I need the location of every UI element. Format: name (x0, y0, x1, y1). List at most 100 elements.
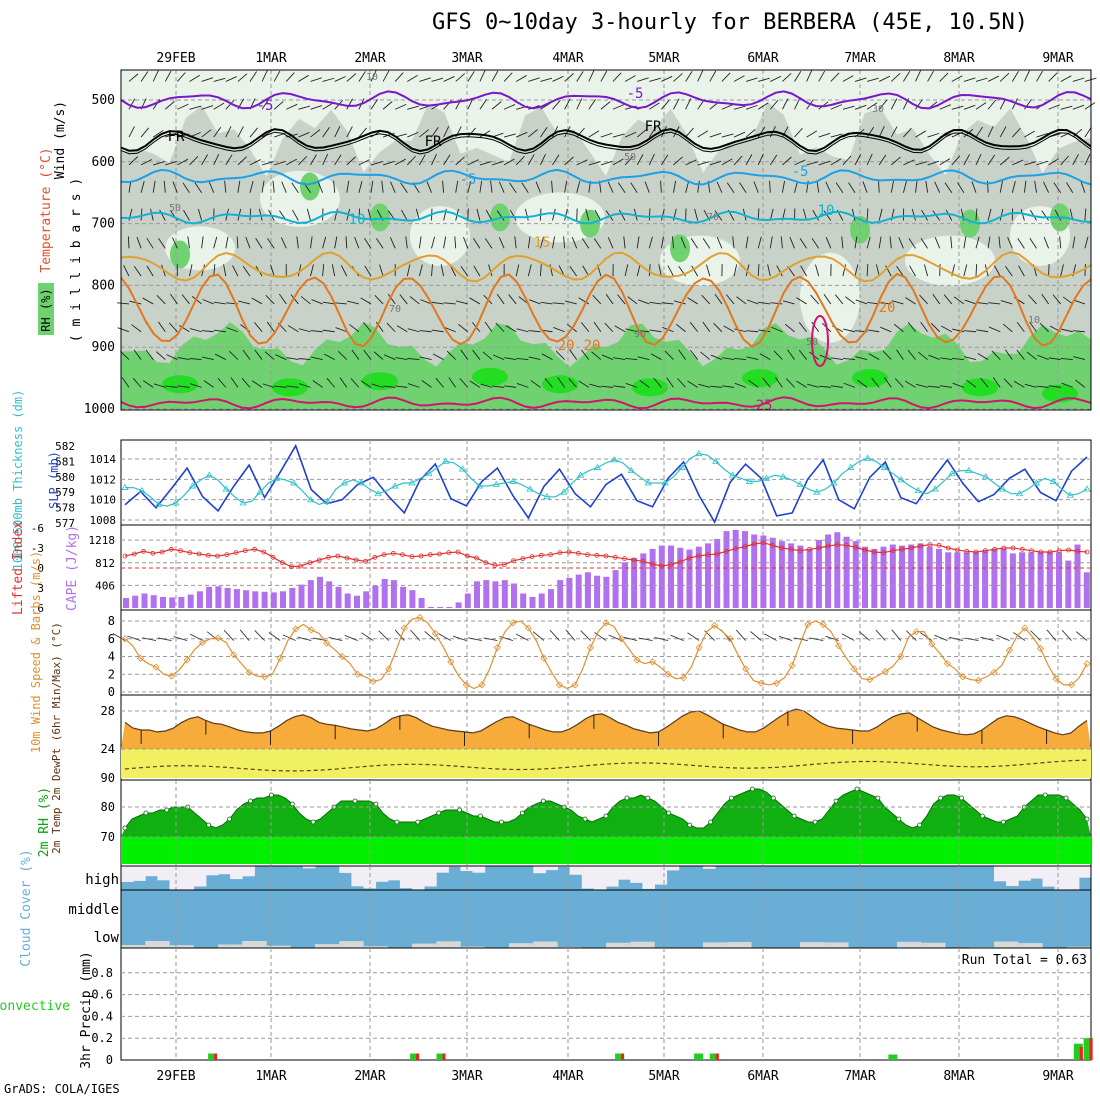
date-label-top: 7MAR (844, 51, 875, 66)
wind-barb (649, 329, 662, 333)
wind-barb (358, 159, 370, 166)
date-label-top: 8MAR (943, 51, 974, 66)
wind-barb (290, 294, 299, 305)
date-label-bottom: 3MAR (451, 1069, 482, 1084)
wind-barb (528, 330, 541, 333)
wind-barb (733, 264, 738, 277)
cloud-low-bar (897, 941, 922, 948)
wind-barb (745, 104, 758, 110)
rh-2m-point (833, 798, 839, 804)
wind-barb (1011, 180, 1016, 193)
wind-barb (789, 237, 795, 249)
wind-barb (1084, 102, 1096, 110)
cape-bar (427, 606, 434, 608)
wind-barb (1060, 328, 1073, 333)
wind-barb (716, 181, 723, 193)
wind-barb (251, 297, 263, 305)
wind-barb (165, 132, 177, 138)
wind-barb-10m (580, 630, 591, 641)
wind-barb (123, 265, 130, 277)
wind-barb (794, 180, 799, 193)
rh-contour-label: 10 (366, 72, 378, 83)
wind-barb (812, 209, 820, 221)
wind-barb (702, 321, 711, 333)
wind-barb (1084, 264, 1086, 277)
wind-barb (261, 99, 270, 110)
wind-barb (757, 236, 762, 249)
cloud-high-gap (387, 866, 401, 881)
slp-tick-label: 1010 (90, 494, 117, 507)
wind-barb (721, 72, 731, 82)
wind-barb (1080, 181, 1086, 193)
wind-barb-10m (173, 636, 188, 641)
wind-barb (194, 182, 202, 193)
wind-barb (418, 236, 422, 249)
wind-barb (458, 324, 469, 333)
wind-barb (431, 264, 433, 277)
wind-speed-point (121, 635, 129, 643)
cloud-low-bar (169, 945, 194, 948)
wind-barb (636, 264, 641, 277)
thickness-point (1032, 479, 1041, 486)
rh-2m-tick-label: 80 (101, 800, 115, 814)
wind-barb (374, 294, 384, 305)
wind-barb (213, 301, 226, 305)
wind-barb (842, 264, 847, 277)
thickness-point (340, 479, 349, 486)
wind-barb (1059, 236, 1062, 249)
wind-speed-point (1083, 660, 1091, 668)
wind-barb (552, 208, 556, 221)
lifted-index-point (205, 552, 211, 558)
cape-bar (474, 581, 480, 608)
wind-barb (201, 236, 204, 249)
wind-barb (117, 302, 130, 305)
wind-barb (650, 353, 662, 360)
thickness-point (695, 449, 703, 457)
cloud-high-gap (593, 866, 607, 890)
date-label-bottom: 1MAR (255, 1069, 286, 1084)
run-total-label: Run Total = 0.63 (962, 953, 1087, 968)
wind-barb (1037, 354, 1049, 360)
wind-barb-10m (809, 637, 824, 641)
cape-bar (631, 557, 638, 608)
lifted-index-point (335, 553, 341, 559)
wind-barb (1026, 351, 1037, 360)
wind-barb (143, 380, 154, 388)
wind-barb (890, 98, 898, 110)
wind-barb (1072, 330, 1085, 333)
lifted-index-point (862, 547, 868, 553)
lifted-index-point (196, 551, 202, 557)
wind-barb (539, 153, 546, 166)
rh-bright-patch (542, 375, 578, 394)
cape-bar (418, 598, 425, 608)
wind-barb (312, 380, 323, 388)
wind-barb (649, 301, 662, 305)
wind-barb (261, 161, 274, 166)
wind-barb (528, 129, 538, 138)
lifted-index-point (1047, 549, 1053, 555)
lifted-index-point (427, 552, 433, 558)
wind-barb (261, 70, 268, 82)
wind-barb (322, 236, 327, 249)
wind-barb (585, 208, 590, 221)
wind-barb (467, 71, 475, 82)
precip-convective-bar (416, 1053, 420, 1060)
wind-barb (419, 77, 431, 82)
wind-barb (333, 180, 336, 193)
wind-barb (915, 161, 928, 166)
wind-barb (443, 154, 451, 166)
wind-barb (661, 302, 674, 305)
wind-barb (286, 385, 299, 388)
cape-bar (354, 595, 360, 608)
wind-barb (939, 72, 949, 82)
cape-bar (797, 545, 804, 608)
wind-barb (322, 264, 325, 277)
wind-barb (382, 160, 395, 166)
wind-barb (140, 180, 145, 193)
wind-barb (564, 98, 571, 110)
wind-barb (800, 265, 807, 277)
wind-barb (767, 264, 771, 277)
wind-barb (201, 154, 209, 166)
wind-barb (709, 132, 722, 138)
lifted-index-point (612, 554, 618, 560)
